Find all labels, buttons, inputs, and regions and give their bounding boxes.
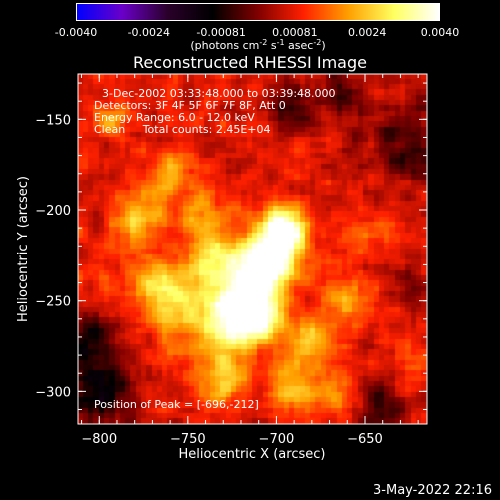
energy-range-text: Energy Range: 6.0 - 12.0 keV [94,111,255,124]
colorbar-tick-label: -0.0040 [55,26,97,39]
colorbar-ticks: -0.0040 -0.0024 -0.00081 0.00081 0.0024 0.004… [55,26,459,39]
x-tick-label: −700 [259,432,295,447]
colorbar-tick-label: 0.00081 [272,26,318,39]
colorbar [76,3,440,21]
colorbar-tick-label: 0.0040 [421,26,460,39]
x-tick-label: −750 [170,432,206,447]
y-axis-title: Heliocentric Y (arcsec) [16,176,31,322]
colorbar-tick-label: -0.0024 [128,26,170,39]
axis-ticks [78,74,427,424]
peak-position-text: Position of Peak = [-696,-212] [94,398,259,411]
x-tick-label: −800 [81,432,117,447]
plot-title: Reconstructed RHESSI Image [133,53,367,72]
axis-tick-labels: −800 −750 −700 −650 −150 −200 −250 −300 [35,113,383,447]
time-range-text: 3-Dec-2002 03:33:48.000 to 03:39:48.000 [102,87,336,100]
x-axis-title: Heliocentric X (arcsec) [179,447,326,462]
detectors-text: Detectors: 3F 4F 5F 6F 7F 8F, Att 0 [94,99,286,112]
y-tick-label: −250 [35,295,71,310]
colorbar-units: (photons cm-2 s-1 asec-2) [190,38,325,52]
plot-frame [77,73,428,425]
heatmap-image [78,74,427,424]
y-tick-label: −150 [35,113,71,128]
colorbar-tick-label: 0.0024 [348,26,387,39]
footer-timestamp: 3-May-2022 22:16 [373,483,492,498]
clean-counts-text: Clean Total counts: 2.45E+04 [94,123,271,136]
y-tick-label: −300 [35,385,71,400]
x-tick-label: −650 [347,432,383,447]
colorbar-tick-label: -0.00081 [196,26,245,39]
y-tick-label: −200 [35,204,71,219]
